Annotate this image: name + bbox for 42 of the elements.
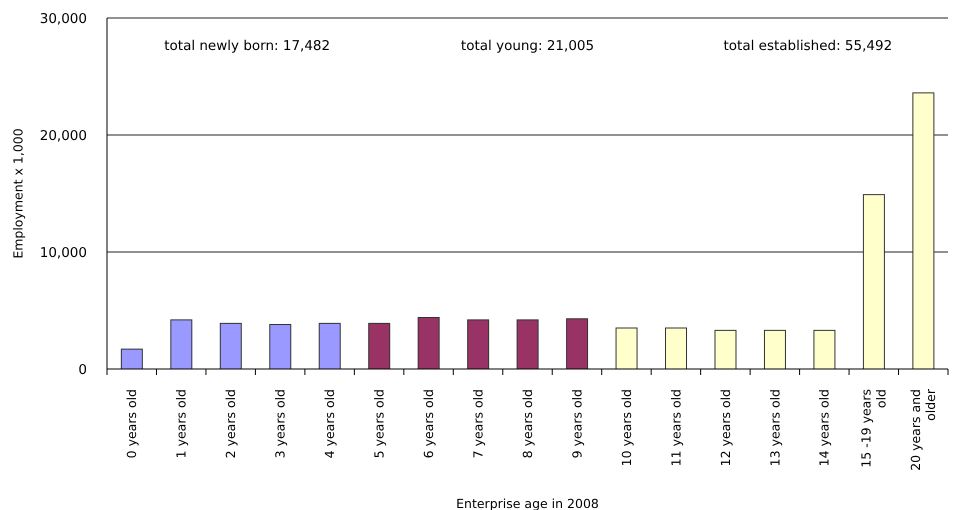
x-tick-label: 7 years old bbox=[470, 389, 486, 458]
x-tick-label: 8 years old bbox=[520, 389, 535, 458]
y-tick-label: 20,000 bbox=[40, 128, 87, 144]
bar bbox=[862, 194, 885, 369]
bar bbox=[516, 319, 539, 369]
bar bbox=[269, 324, 292, 369]
y-tick-label: 30,000 bbox=[40, 10, 87, 27]
x-tick-label: 6 years old bbox=[420, 389, 436, 458]
x-tick-label: 15 -19 years old bbox=[858, 389, 889, 468]
x-tick-label: 10 years old bbox=[618, 389, 634, 466]
x-tick-label: 3 years old bbox=[272, 389, 288, 458]
bar bbox=[418, 317, 440, 369]
y-axis-title: Employment x 1,000 bbox=[10, 128, 26, 259]
y-tick-label: 10,000 bbox=[40, 244, 87, 261]
x-tick-label: 0 years old bbox=[124, 389, 140, 458]
annotation: total newly born: 17,482 bbox=[164, 38, 330, 54]
bar bbox=[813, 330, 836, 369]
bar bbox=[220, 322, 242, 369]
x-tick-label: 14 years old bbox=[816, 389, 832, 466]
y-tick-label: 0 bbox=[78, 362, 87, 378]
x-tick-label: 20 years and older bbox=[908, 388, 938, 471]
bar bbox=[120, 348, 143, 369]
x-tick-label: 1 years old bbox=[174, 389, 189, 458]
bar bbox=[170, 319, 192, 369]
x-tick-label: 11 years old bbox=[668, 389, 684, 466]
bar bbox=[764, 330, 786, 369]
bar bbox=[566, 318, 588, 369]
annotation: total established: 55,492 bbox=[723, 38, 892, 54]
x-tick-label: 9 years old bbox=[569, 389, 584, 458]
x-tick-label: 5 years old bbox=[371, 389, 386, 458]
x-tick-label: 2 years old bbox=[223, 389, 238, 458]
bar bbox=[467, 319, 490, 369]
x-tick-label: 4 years old bbox=[322, 389, 338, 458]
bar bbox=[368, 322, 390, 369]
bar bbox=[912, 92, 934, 369]
x-tick-label: 13 years old bbox=[767, 389, 782, 466]
bar bbox=[318, 322, 341, 369]
x-tick-label: 12 years old bbox=[718, 389, 733, 466]
bar bbox=[714, 330, 736, 369]
annotation: total young: 21,005 bbox=[460, 38, 594, 54]
bar bbox=[616, 328, 638, 369]
bar bbox=[665, 328, 688, 369]
